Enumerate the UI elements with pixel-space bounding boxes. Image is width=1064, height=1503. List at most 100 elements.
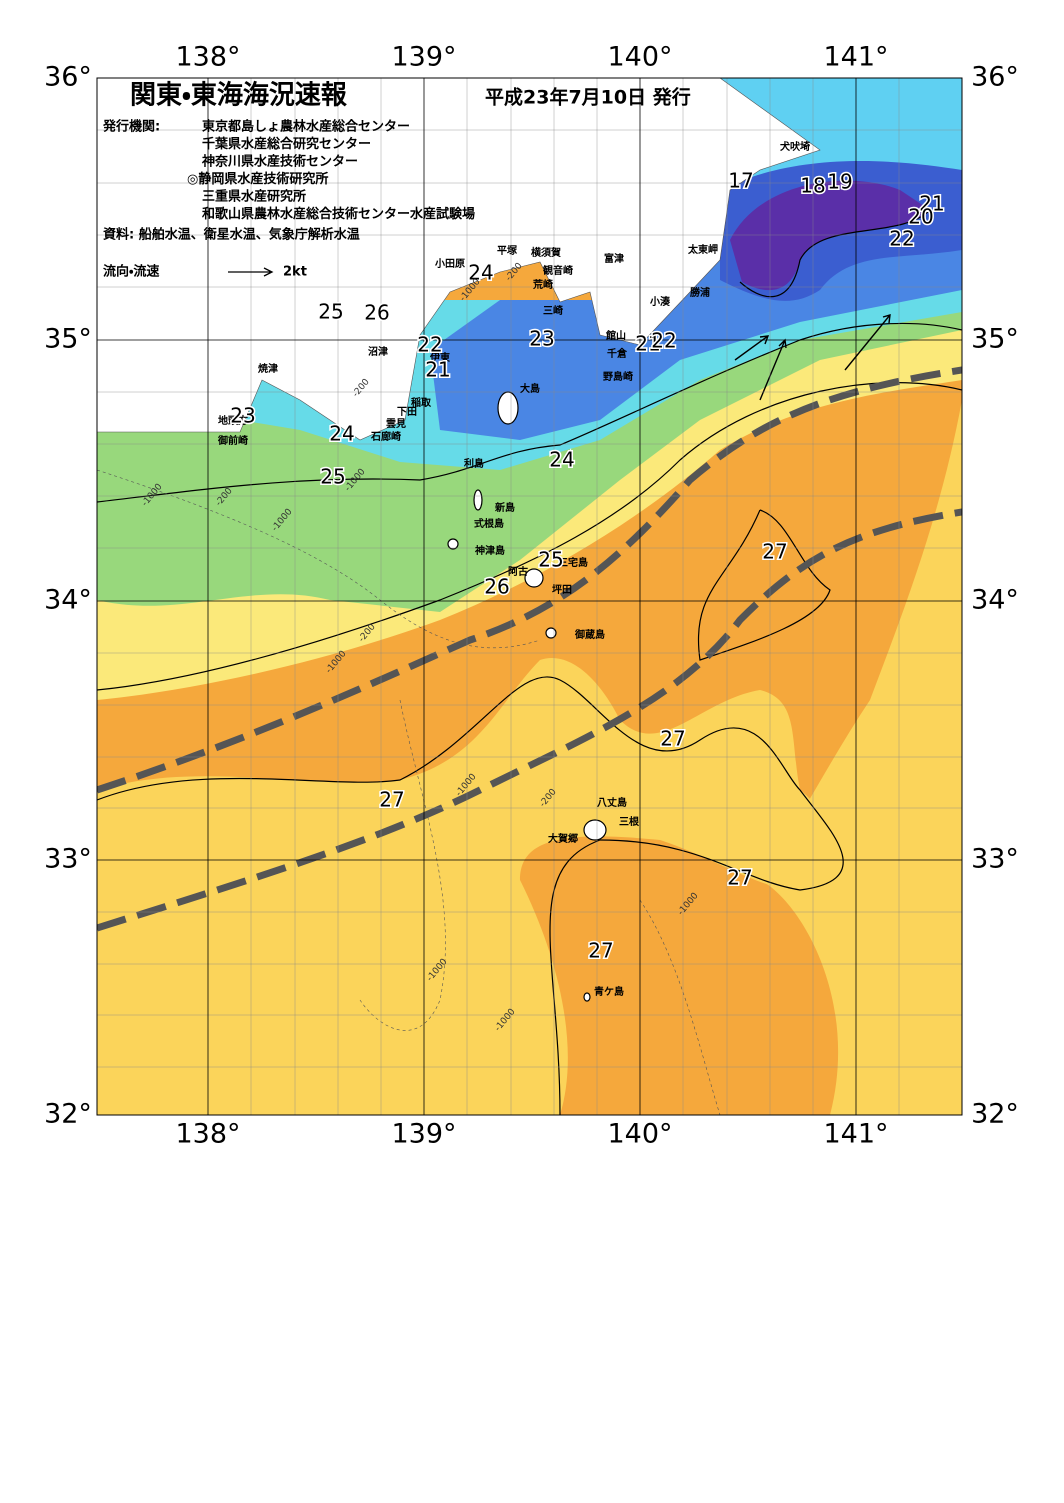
place-name: 焼津	[258, 362, 278, 375]
place-name: 大賀郷	[548, 832, 578, 845]
issue-date: 平成23年7月10日 発行	[485, 86, 691, 109]
sea-temperature-map	[97, 78, 962, 1115]
lon-label: 141°	[823, 42, 888, 73]
temperature-label: 26	[364, 301, 389, 325]
map-frame	[96, 77, 963, 1116]
place-name: 青ケ島	[594, 985, 624, 998]
place-name: 野島崎	[603, 370, 633, 383]
temperature-label: 22	[889, 227, 914, 251]
lon-label: 141°	[823, 1119, 888, 1150]
sea-26-27	[760, 400, 962, 1115]
sea-warm-patch	[698, 510, 830, 660]
place-name: 大島	[520, 382, 540, 395]
issuer: 千葉県水産総合研究センター	[202, 136, 371, 152]
place-name: 式根島	[474, 517, 504, 530]
issuer: 東京都島しょ農林水産総合センター	[202, 119, 410, 135]
place-name: 地頭方	[218, 414, 248, 427]
place-name: 下田	[397, 406, 417, 418]
lat-label: 35°	[971, 324, 1019, 355]
place-name: 犬吠埼	[780, 140, 810, 153]
temperature-label: 22	[417, 333, 442, 357]
place-name: 御前崎	[217, 434, 248, 447]
place-name: 伊東	[429, 351, 450, 364]
temperature-label: 18	[800, 174, 825, 198]
temperature-label: 27	[588, 939, 613, 963]
temperature-label: 26	[484, 575, 509, 599]
lat-label: 34°	[971, 585, 1019, 616]
place-name: 利島	[464, 457, 484, 470]
lon-label: 138°	[175, 1119, 240, 1150]
place-name: 稲取	[411, 396, 432, 409]
temperature-label: 24	[549, 448, 574, 472]
lat-label: 36°	[971, 62, 1019, 93]
place-name: 館山	[605, 329, 626, 342]
lon-label: 139°	[391, 42, 456, 73]
temperature-label: 25	[538, 548, 563, 572]
temperature-label: 21	[425, 358, 450, 382]
temperature-label: 22	[651, 329, 676, 353]
issuer: ◎静岡県水産技術研究所	[187, 171, 328, 187]
place-name: 三宅島	[558, 556, 588, 569]
lat-label: 32°	[44, 1099, 92, 1130]
issuers-label: 発行機関:	[102, 119, 160, 135]
place-name: 千倉	[607, 347, 628, 360]
place-name: 横須賀	[531, 246, 561, 259]
isotherms	[97, 209, 962, 1115]
temperature-label: 24	[468, 261, 493, 285]
place-name: 小田原	[434, 257, 465, 270]
grid	[97, 78, 962, 1115]
legend-label: 流向・流速	[103, 264, 159, 280]
lat-label: 36°	[44, 62, 92, 93]
issuer: 三重県水産研究所	[202, 189, 306, 205]
sea-cold-core	[730, 180, 930, 291]
place-name: 観音崎	[543, 264, 573, 277]
land	[97, 78, 821, 441]
temperature-label: 23	[230, 404, 255, 428]
place-name: 三根	[619, 815, 640, 828]
place-name: 三崎	[543, 304, 563, 317]
lat-label: 34°	[44, 585, 92, 616]
place-name: 八丈島	[597, 796, 627, 809]
temperature-label: 23	[529, 327, 554, 351]
islands	[447, 391, 607, 1002]
legend-speed: 2kt	[283, 265, 307, 280]
place-name: 勝浦	[690, 286, 710, 299]
place-name: 沼津	[368, 345, 388, 358]
lon-label: 139°	[391, 1119, 456, 1150]
lat-label: 32°	[971, 1099, 1019, 1130]
place-name: 雲見	[386, 418, 406, 430]
place-name: 太東岬	[687, 243, 718, 256]
lat-label: 35°	[44, 324, 92, 355]
temperature-label: 21	[919, 192, 944, 216]
place-name: 新島	[494, 501, 515, 514]
issuer: 神奈川県水産技術センター	[201, 154, 358, 170]
lon-label: 140°	[607, 42, 672, 73]
lat-label: 33°	[971, 844, 1019, 875]
place-name: 小湊	[649, 295, 671, 308]
place-name: 神津島	[474, 544, 505, 557]
temperature-label: 27	[727, 866, 752, 890]
lat-label: 33°	[44, 844, 92, 875]
legend-arrow	[228, 267, 274, 277]
temperature-label: 24	[329, 422, 354, 446]
lon-label: 138°	[175, 42, 240, 73]
lon-label: 140°	[607, 1119, 672, 1150]
place-name: 平塚	[497, 244, 518, 257]
issuer: 和歌山県農林水産総合技術センター水産試験場	[202, 206, 475, 222]
place-name: 石廊崎	[370, 430, 401, 443]
temperature-label: 19	[827, 170, 852, 194]
place-name: 阿古	[508, 565, 528, 578]
kuroshio-axis	[97, 366, 962, 932]
place-name: 富津	[604, 252, 624, 265]
depth-contours	[97, 469, 721, 1115]
temperature-label: 27	[762, 540, 787, 564]
temperature-label: 25	[320, 465, 345, 489]
temperature-label: 25	[318, 300, 343, 324]
temperature-label: 17	[728, 169, 753, 193]
place-name: 御蔵島	[574, 628, 605, 641]
place-name: 坪田	[552, 583, 572, 596]
sources: 資料: 船舶水温、衛星水温、気象庁解析水温	[103, 227, 360, 243]
place-name: 荒崎	[532, 278, 553, 291]
temperature-label: 27	[379, 788, 404, 812]
